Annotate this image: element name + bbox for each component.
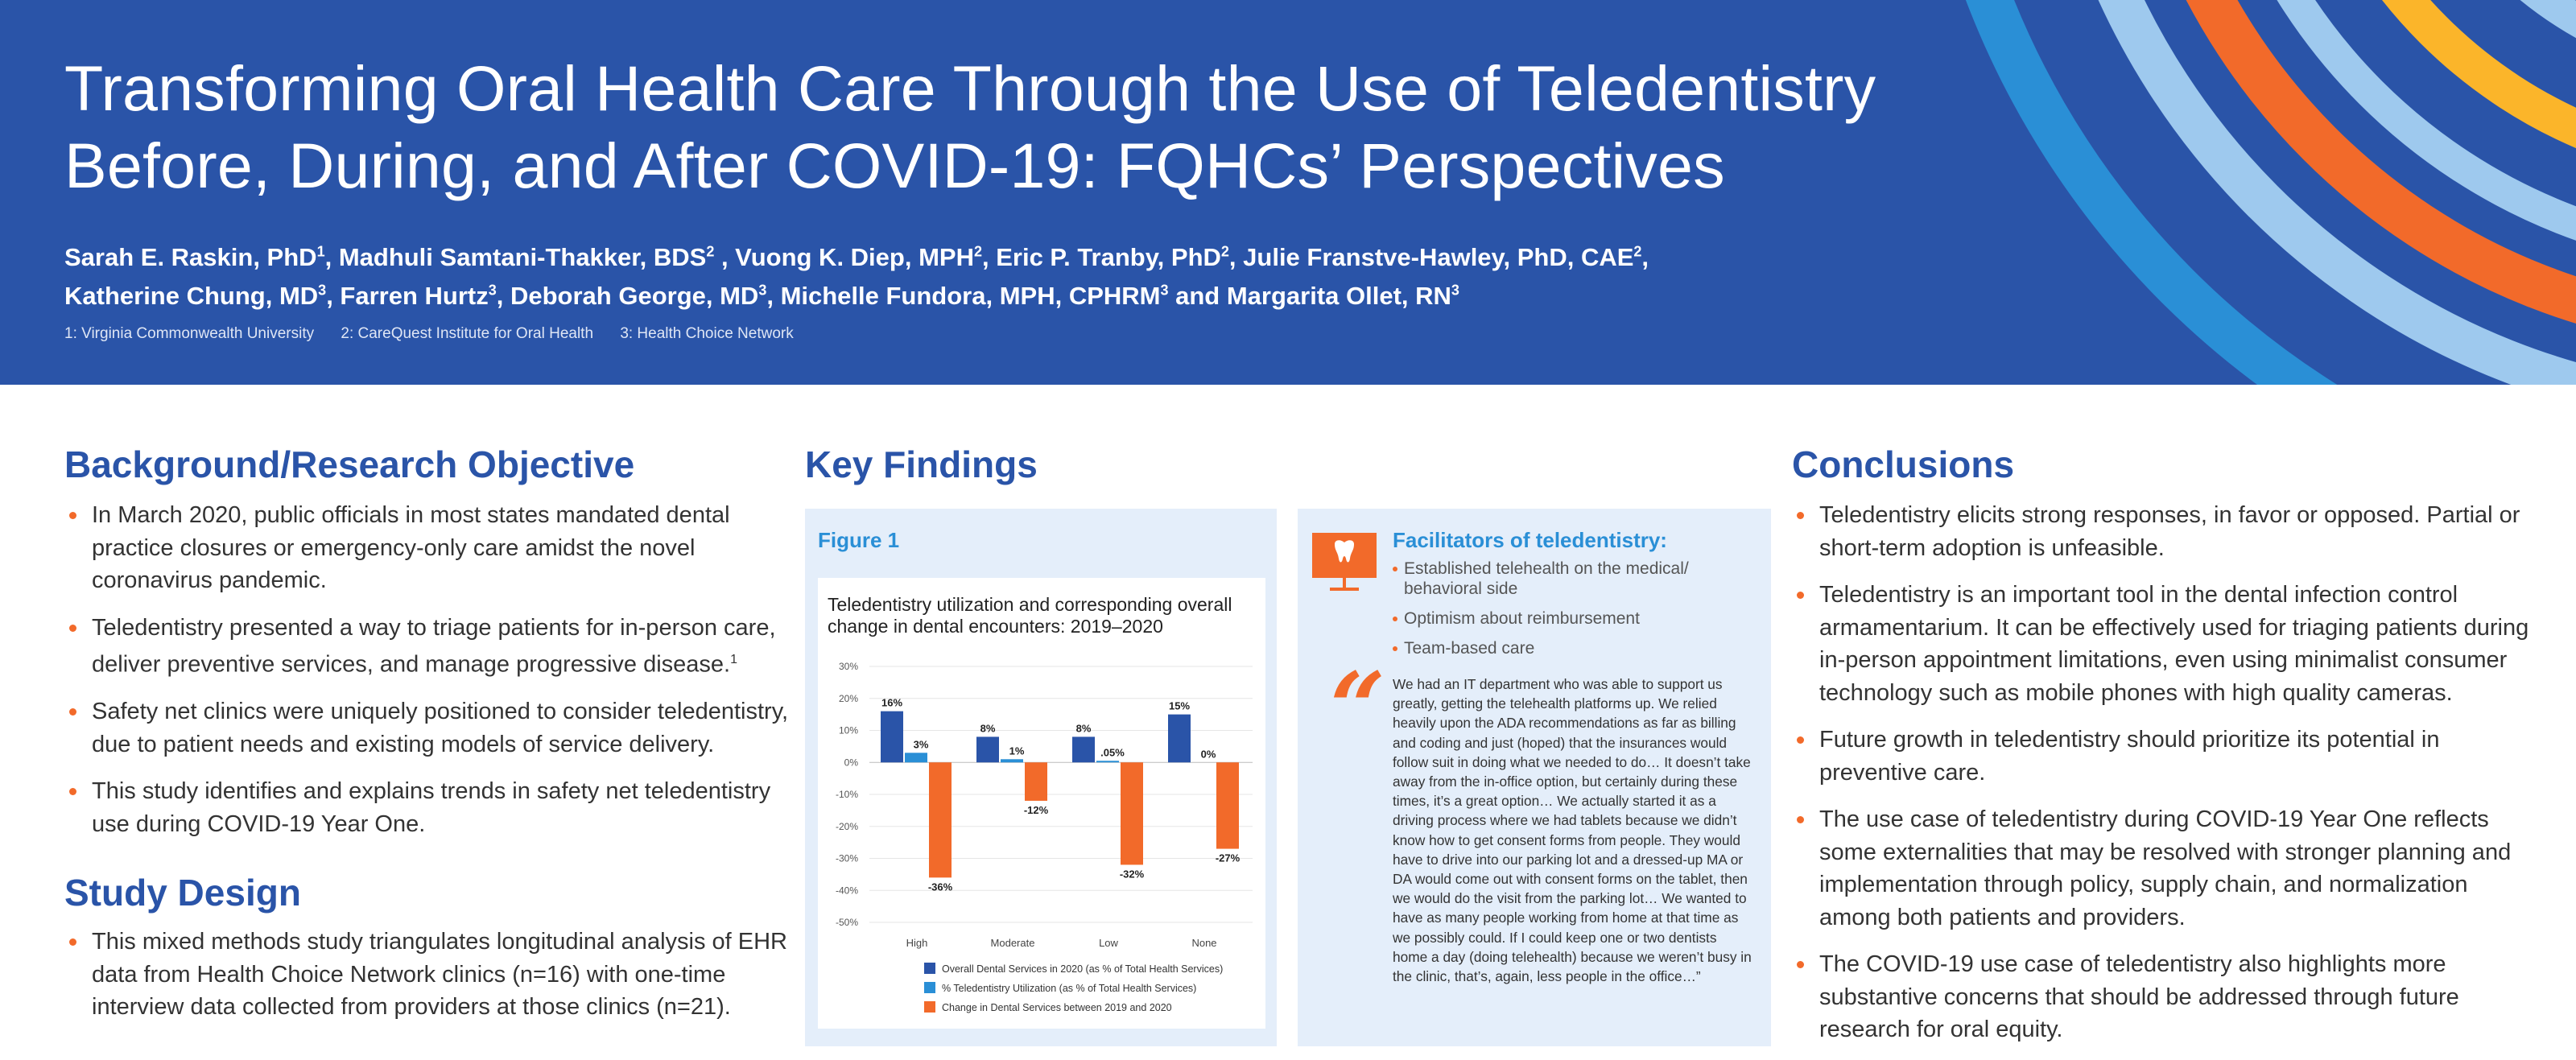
bar-chart: 30% 20% 10% 0% -10% -20% -30% -40% -50% 16% 3% -36%… — [836, 661, 1253, 1013]
poster-header: Transforming Oral Health Care Through th… — [0, 0, 2576, 385]
data-label: .05% — [1100, 746, 1125, 758]
legend-label: Overall Dental Services in 2020 (as % of… — [942, 963, 1223, 975]
author-line-1: Sarah E. Raskin, PhD1, Madhuli Samtani-T… — [64, 238, 1835, 277]
bar-low-2 — [1096, 761, 1119, 763]
x-tick-label: Moderate — [991, 937, 1035, 949]
y-tick-label: 10% — [839, 725, 858, 736]
author-l2-1: Katherine Chung, MD3, — [64, 282, 341, 310]
legend-swatch — [924, 1001, 935, 1013]
bar-high-1 — [881, 711, 903, 763]
author-l1-2: Madhuli Samtani-Thakker, BDS2 , — [338, 243, 736, 271]
background-item-3: Safety net clinics were uniquely positio… — [64, 695, 789, 761]
author-l2-3: Deborah George, MD3, — [510, 282, 781, 310]
author-l1-1: Sarah E. Raskin, PhD1, — [64, 243, 339, 271]
bar-none-1 — [1168, 714, 1191, 763]
conclusion-item-4: The use case of teledentistry during COV… — [1792, 803, 2533, 934]
data-label: -32% — [1120, 868, 1145, 880]
bar-low-1 — [1072, 736, 1095, 763]
background-item-2: Teledentistry presented a way to triage … — [64, 612, 789, 682]
background-heading: Background/Research Objective — [64, 443, 635, 485]
bar-high-2 — [905, 753, 927, 763]
bar-moderate-2 — [1001, 759, 1023, 763]
study-design-heading: Study Design — [64, 872, 301, 914]
conclusion-item-5: The COVID-19 use case of teledentistry a… — [1792, 948, 2533, 1046]
title-line-1: Transforming Oral Health Care Through th… — [64, 52, 1876, 124]
poster-title: Transforming Oral Health Care Through th… — [64, 50, 1916, 204]
legend-swatch — [924, 982, 935, 993]
data-label: 3% — [914, 738, 929, 750]
background-item-1: In March 2020, public officials in most … — [64, 499, 789, 597]
author-line-2: Katherine Chung, MD3, Farren Hurtz3, Deb… — [64, 277, 1835, 316]
data-label: 0% — [1201, 748, 1216, 760]
author-l2-5: Margarita Ollet, RN3 — [1226, 282, 1459, 310]
bar-moderate-3 — [1025, 762, 1047, 801]
data-label: -12% — [1024, 804, 1049, 816]
data-label: 1% — [1009, 744, 1025, 757]
y-tick-label: 30% — [839, 661, 858, 672]
facilitators-list: Established telehealth on the medical/ b… — [1393, 559, 1747, 668]
y-tick-label: -40% — [836, 885, 858, 896]
x-tick-label: None — [1191, 937, 1216, 949]
y-tick-label: 0% — [844, 757, 859, 768]
facilitator-item-3: Team-based care — [1393, 638, 1747, 658]
figure-label: Figure 1 — [818, 528, 900, 552]
x-tick-label: Low — [1099, 937, 1118, 949]
y-tick-label: -50% — [836, 917, 858, 928]
facilitators-heading: Facilitators of teledentistry: — [1393, 528, 1667, 552]
bar-high-3 — [929, 762, 952, 878]
conclusions-list: Teledentistry elicits strong responses, … — [1792, 499, 2533, 1060]
data-label: -36% — [928, 881, 953, 893]
author-l2-4: Michelle Fundora, MPH, CPHRM3 and — [780, 282, 1227, 310]
author-l2-2: Farren Hurtz3, — [340, 282, 510, 310]
y-tick-label: -30% — [836, 853, 858, 864]
y-tick-label: 20% — [839, 693, 858, 704]
data-label: 8% — [980, 722, 996, 734]
affiliations: 1: Virginia Commonwealth University 2: C… — [64, 325, 816, 343]
author-l1-3: Vuong K. Diep, MPH2, — [735, 243, 997, 271]
author-l1-5: Julie Franstve-Hawley, PhD, CAE2, — [1243, 243, 1649, 271]
y-tick-label: -10% — [836, 789, 858, 800]
legend-label: % Teledentistry Utilization (as % of Tot… — [942, 983, 1196, 994]
facilitators-panel — [1298, 509, 1771, 1046]
conclusion-item-3: Future growth in teledentistry should pr… — [1792, 724, 2533, 789]
x-tick-label: High — [906, 937, 928, 949]
bar-none-3 — [1216, 762, 1239, 849]
study-design-item-1: This mixed methods study triangulates lo… — [64, 926, 789, 1024]
bar-low-3 — [1121, 762, 1143, 865]
facilitator-item-1: Established telehealth on the medical/ b… — [1393, 559, 1747, 599]
conclusions-heading: Conclusions — [1792, 443, 2015, 485]
key-findings-heading: Key Findings — [805, 443, 1038, 485]
provider-quote: We had an IT department who was able to … — [1393, 676, 1752, 985]
data-label: 15% — [1169, 700, 1190, 712]
data-label: 16% — [881, 697, 902, 709]
affiliation-3: 3: Health Choice Network — [620, 325, 794, 342]
legend-label: Change in Dental Services between 2019 a… — [942, 1002, 1172, 1013]
legend-swatch — [924, 963, 935, 974]
chart-title: Teledentistry utilization and correspond… — [828, 594, 1232, 637]
bar-moderate-1 — [976, 736, 999, 763]
author-list: Sarah E. Raskin, PhD1, Madhuli Samtani-T… — [64, 238, 1835, 316]
data-label: -27% — [1216, 852, 1241, 864]
quote-mark-icon: “ — [1330, 651, 1386, 765]
title-line-2: Before, During, and After COVID-19: FQHC… — [64, 130, 1725, 201]
y-tick-label: -20% — [836, 821, 858, 832]
background-item-4: This study identifies and explains trend… — [64, 775, 789, 840]
tooth-monitor-icon — [1312, 533, 1377, 591]
conclusion-item-1: Teledentistry elicits strong responses, … — [1792, 499, 2533, 564]
conclusion-item-2: Teledentistry is an important tool in th… — [1792, 579, 2533, 709]
background-list: In March 2020, public officials in most … — [64, 499, 789, 855]
facilitator-item-2: Optimism about reimbursement — [1393, 608, 1747, 629]
author-l1-4: Eric P. Tranby, PhD2, — [996, 243, 1244, 271]
study-design-list: This mixed methods study triangulates lo… — [64, 926, 789, 1038]
data-label: 8% — [1076, 722, 1092, 734]
affiliation-2: 2: CareQuest Institute for Oral Health — [341, 325, 594, 342]
chart-card — [818, 578, 1265, 1029]
affiliation-1: 1: Virginia Commonwealth University — [64, 325, 315, 342]
citation-sup: 1 — [730, 653, 737, 666]
